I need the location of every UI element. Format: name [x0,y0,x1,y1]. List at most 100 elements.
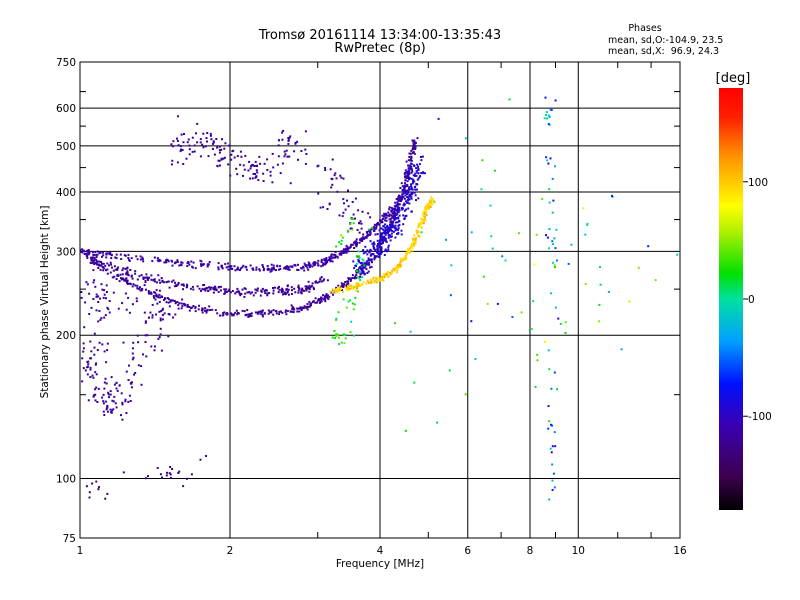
echo-point [114,402,117,405]
echo-point [230,313,233,316]
echo-point [415,183,418,186]
echo-point [335,245,338,248]
echo-point [385,228,387,231]
echo-point [536,353,539,356]
echo-point [181,149,184,151]
echo-point [191,306,194,309]
echo-point [584,282,587,285]
echo-point [413,191,416,194]
echo-point [320,296,323,299]
echo-point [409,168,411,171]
echo-point [417,226,420,229]
echo-point [349,223,352,226]
echo-point [155,295,158,298]
echo-point [430,201,432,204]
echo-point [390,210,393,213]
echo-point [115,381,118,384]
echo-point [550,451,553,454]
echo-point [390,220,393,223]
echo-point [352,222,355,225]
echo-point [110,376,113,379]
echo-point [402,214,405,217]
echo-point [125,412,128,414]
echo-point [391,229,394,232]
echo-point [190,260,193,263]
echo-point [99,251,102,254]
echo-point [370,249,373,252]
echo-point [350,284,353,287]
echo-point [372,253,375,256]
echo-point [92,269,95,272]
echo-point [271,267,274,270]
echo-point [406,193,408,196]
echo-point [377,253,380,256]
echo-point [325,262,328,265]
echo-point [378,278,381,281]
echo-point [85,485,88,488]
echo-point [88,292,91,295]
echo-point [347,288,350,291]
echo-point [400,200,402,203]
echo-point [170,163,173,166]
echo-point [409,159,412,162]
echo-point [338,287,341,290]
echo-point [387,244,390,247]
echo-point [547,123,550,126]
echo-point [426,203,429,206]
echo-point [410,177,413,180]
echo-point [198,304,200,307]
echo-point [374,250,377,253]
echo-point [325,257,328,259]
echo-point [129,269,132,271]
echo-point [424,211,427,214]
echo-point [414,240,417,242]
echo-point [387,275,390,278]
echo-point [115,257,118,260]
echo-point [123,279,126,282]
echo-point [480,188,483,191]
echo-point [397,197,400,200]
echo-point [394,224,397,227]
echo-point [403,203,406,206]
echo-point [304,130,307,133]
echo-point [296,307,299,310]
echo-point [403,173,406,176]
echo-point [414,188,417,191]
echo-point [266,292,269,295]
echo-point [380,233,383,236]
echo-point [276,163,279,166]
echo-point [100,261,102,263]
echo-point [391,226,394,229]
echo-point [207,155,210,158]
echo-point [278,268,280,271]
echo-point [258,310,261,313]
echo-point [327,294,330,297]
echo-point [407,164,410,167]
echo-point [136,258,139,261]
echo-point [106,342,109,345]
echo-point [270,263,273,266]
echo-point [342,286,345,288]
echo-point [421,155,424,158]
echo-point [105,408,108,411]
echo-point [161,318,164,321]
echo-point [151,303,154,306]
echo-point [145,273,148,276]
echo-point [408,247,411,250]
echo-point [654,279,657,282]
echo-point [401,193,404,196]
echo-point [397,217,400,220]
x-tick-label: 1 [77,545,84,557]
echo-point [97,387,100,390]
echo-point [356,290,359,293]
echo-point [380,219,383,222]
echo-point [366,280,369,283]
echo-point [145,288,147,291]
echo-point [95,309,98,312]
echo-point [281,287,284,290]
echo-point [329,290,332,293]
echo-point [564,321,567,324]
echo-point [549,447,552,450]
echo-point [231,314,234,317]
echo-point [291,308,294,311]
